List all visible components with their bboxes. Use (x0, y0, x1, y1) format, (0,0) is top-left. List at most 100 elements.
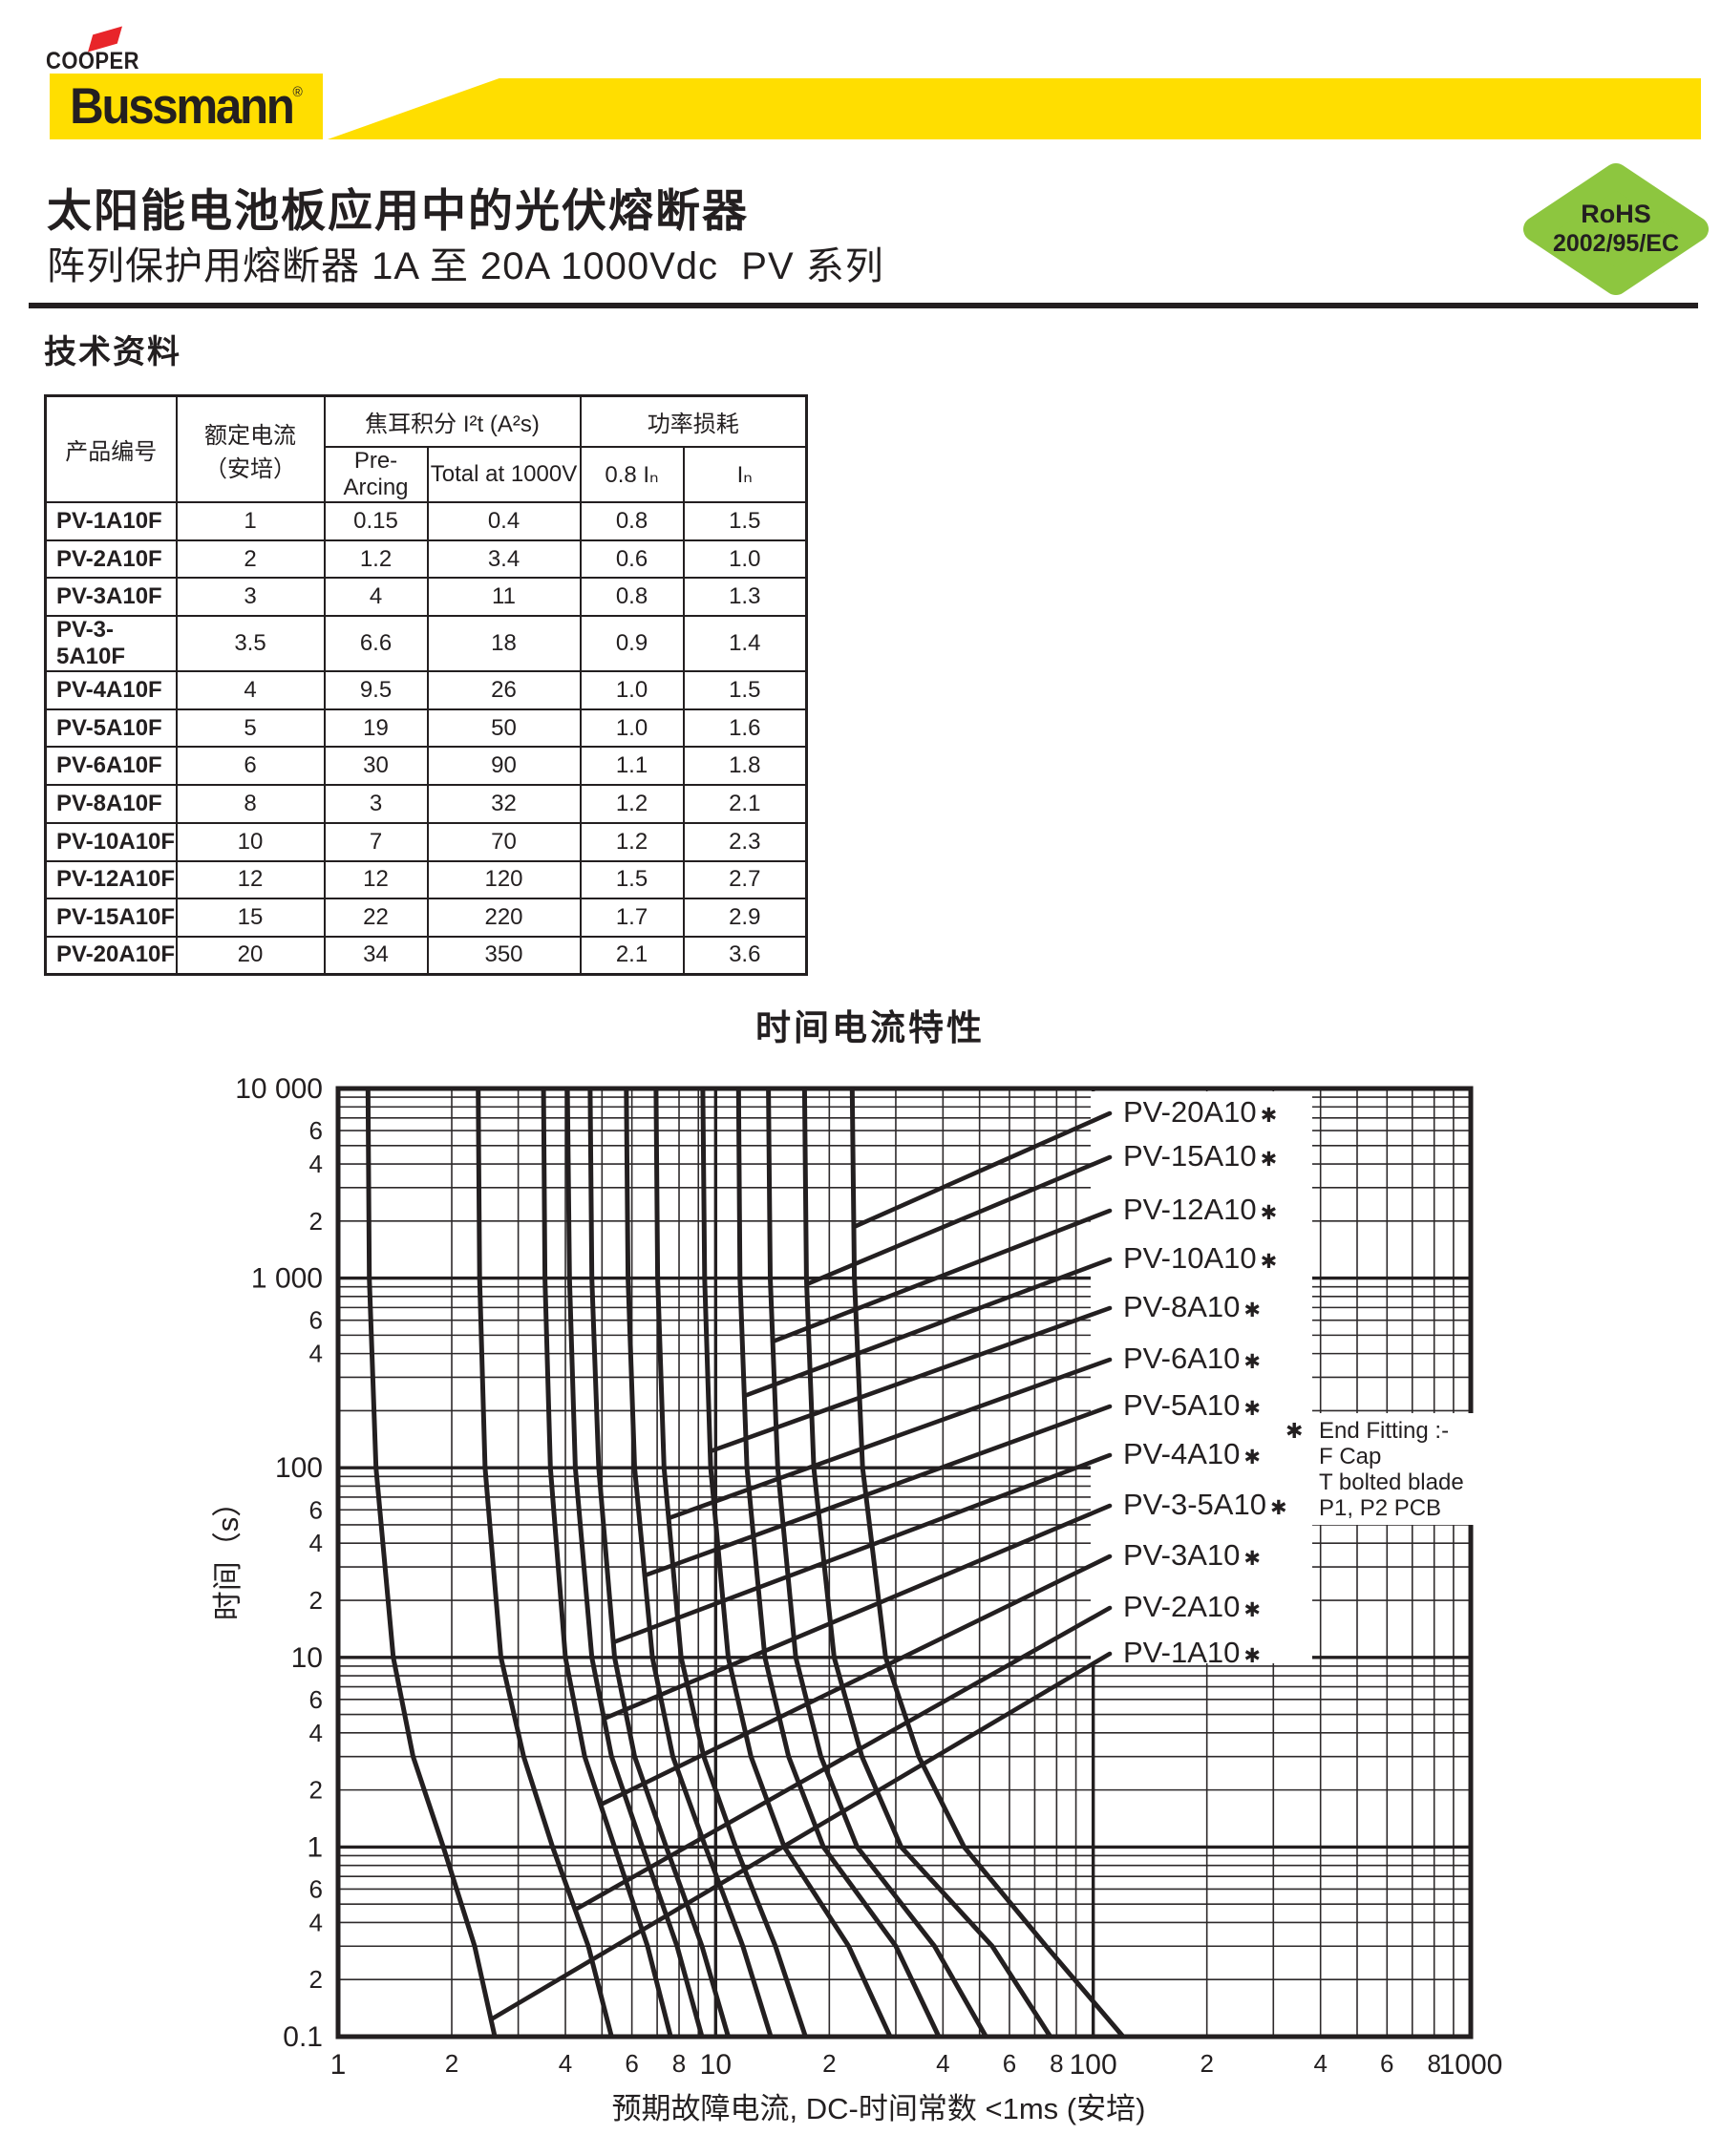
value-cell: 0.9 (579, 615, 685, 673)
product-code-cell: PV-4A10F (44, 670, 178, 710)
x-tick-minor: 6 (1003, 2049, 1016, 2078)
value-cell: 90 (426, 746, 582, 787)
value-cell: 20 (175, 935, 326, 976)
end-fitting-marker: ✱ (1243, 1599, 1261, 1621)
curve-PV-5A10 (624, 1086, 774, 2040)
product-code-cell: PV-3-5A10F (44, 615, 178, 673)
leader-PV-10A10 (742, 1257, 1113, 1399)
curve-PV-1A10 (365, 1086, 498, 2040)
series-label-PV-4A10: PV-4A10 ✱ (1123, 1437, 1261, 1470)
value-cell: 11 (426, 577, 582, 618)
value-cell: 5 (175, 708, 326, 749)
x-axis-title: 预期故障电流, DC-时间常数 <1ms (安培) (611, 2092, 1146, 2125)
series-label-PV-6A10: PV-6A10 ✱ (1123, 1342, 1261, 1375)
value-cell: 22 (323, 898, 429, 938)
table-row: PV-2A10F 2 1.2 3.4 0.6 1.0 (44, 539, 808, 580)
col-header-in: Iₙ (682, 446, 808, 503)
table-row: PV-10A10F 10 7 70 1.2 2.3 (44, 821, 808, 862)
leader-PV-3A10 (598, 1554, 1113, 1807)
col-header-power: 功率损耗 (579, 394, 808, 448)
table-header-row-2: Pre-Arcing Total at 1000V 0.8 Iₙ Iₙ (46, 446, 808, 503)
value-cell: 34 (323, 935, 429, 976)
y-tick-minor: 4 (309, 1908, 323, 1936)
col-header-08in: 0.8 Iₙ (579, 446, 685, 503)
note-mask (1280, 1413, 1496, 1525)
y-tick-minor: 4 (309, 1340, 323, 1368)
series-label-PV-5A10: PV-5A10 ✱ (1123, 1388, 1261, 1422)
x-tick-major: 1000 (1439, 2049, 1503, 2081)
value-cell: 3 (175, 577, 326, 618)
value-cell: 2.9 (682, 898, 808, 938)
header-divider (29, 303, 1698, 308)
leader-PV-2A10 (572, 1605, 1113, 1913)
x-tick-minor: 2 (445, 2049, 458, 2078)
note-line: P1, P2 PCB (1319, 1495, 1441, 1521)
product-code-cell: PV-1A10F (44, 501, 178, 541)
y-tick-major: 0.1 (283, 2021, 323, 2053)
series-label-PV-20A10: PV-20A10 ✱ (1123, 1095, 1277, 1129)
value-cell: 1.6 (682, 708, 808, 749)
value-cell: 3.5 (175, 615, 326, 673)
value-cell: 1.2 (579, 784, 685, 824)
x-tick-minor: 8 (1050, 2049, 1063, 2078)
curve-PV-6A10 (653, 1086, 808, 2040)
product-code-cell: PV-8A10F (44, 784, 178, 824)
value-cell: 3 (323, 784, 429, 824)
value-cell: 15 (175, 898, 326, 938)
curve-PV-20A10 (849, 1086, 1126, 2040)
x-tick-minor: 2 (1200, 2049, 1213, 2078)
series-label-PV-8A10: PV-8A10 ✱ (1123, 1290, 1261, 1323)
leader-PV-12A10 (770, 1208, 1113, 1344)
product-code-cell: PV-2A10F (44, 539, 178, 580)
rohs-text-2: 2002/95/EC (1553, 230, 1679, 257)
value-cell: 0.8 (579, 501, 685, 541)
curve-PV-3-5A10 (564, 1086, 705, 2040)
y-tick-minor: 4 (309, 1529, 323, 1557)
col-header-product: 产品编号 (44, 394, 178, 503)
brand-bussmann: Bussmann® (70, 77, 303, 136)
value-cell: 350 (426, 935, 582, 976)
page-subtitle: 阵列保护用熔断器 1A 至 20A 1000Vdc PV 系列 (47, 245, 884, 287)
end-fitting-marker: ✱ (1243, 1351, 1261, 1373)
table-row: PV-20A10F 20 34 350 2.1 3.6 (44, 935, 808, 976)
value-cell: 2 (175, 539, 326, 580)
y-tick-major: 10 (291, 1642, 323, 1674)
value-cell: 6.6 (323, 615, 429, 673)
brand-bussmann-text: Bussmann (70, 78, 295, 135)
col-header-prearcing: Pre-Arcing (323, 446, 429, 503)
value-cell: 1.1 (579, 746, 685, 787)
note-line: F Cap (1319, 1444, 1381, 1469)
value-cell: 2.7 (682, 859, 808, 900)
value-cell: 1.5 (682, 670, 808, 710)
value-cell: 220 (426, 898, 582, 938)
y-tick-minor: 4 (309, 1150, 323, 1178)
plot-border (335, 1086, 1474, 2040)
legend-mask (1091, 1091, 1312, 1663)
end-fitting-marker: ✱ (1243, 1645, 1261, 1667)
x-tick-major: 100 (1070, 2049, 1117, 2081)
x-tick-minor: 6 (1380, 2049, 1393, 2078)
value-cell: 0.4 (426, 501, 582, 541)
page-title: 太阳能电池板应用中的光伏熔断器 (47, 185, 749, 236)
value-cell: 8 (175, 784, 326, 824)
section-title: 技术资料 (44, 334, 181, 370)
value-cell: 120 (426, 859, 582, 900)
y-tick-major: 1 000 (251, 1263, 323, 1295)
product-code-cell: PV-15A10F (44, 898, 178, 938)
bussmann-logo: Bussmann® (50, 74, 323, 139)
table-row: PV-12A10F 12 12 120 1.5 2.7 (44, 859, 808, 900)
y-tick-minor: 2 (309, 1207, 323, 1236)
note-line: End Fitting :- (1319, 1418, 1449, 1444)
leader-PV-15A10 (804, 1154, 1113, 1287)
x-tick-major: 1 (330, 2049, 347, 2081)
y-tick-minor: 6 (309, 1116, 323, 1145)
note-marker: ✱ (1285, 1419, 1303, 1443)
value-cell: 4 (323, 577, 429, 618)
table-row: PV-1A10F 1 0.15 0.4 0.8 1.5 (44, 501, 808, 541)
curve-PV-12A10 (766, 1086, 988, 2040)
value-cell: 30 (323, 746, 429, 787)
product-code-cell: PV-12A10F (44, 859, 178, 900)
value-cell: 1.7 (579, 898, 685, 938)
y-tick-minor: 6 (309, 1306, 323, 1335)
